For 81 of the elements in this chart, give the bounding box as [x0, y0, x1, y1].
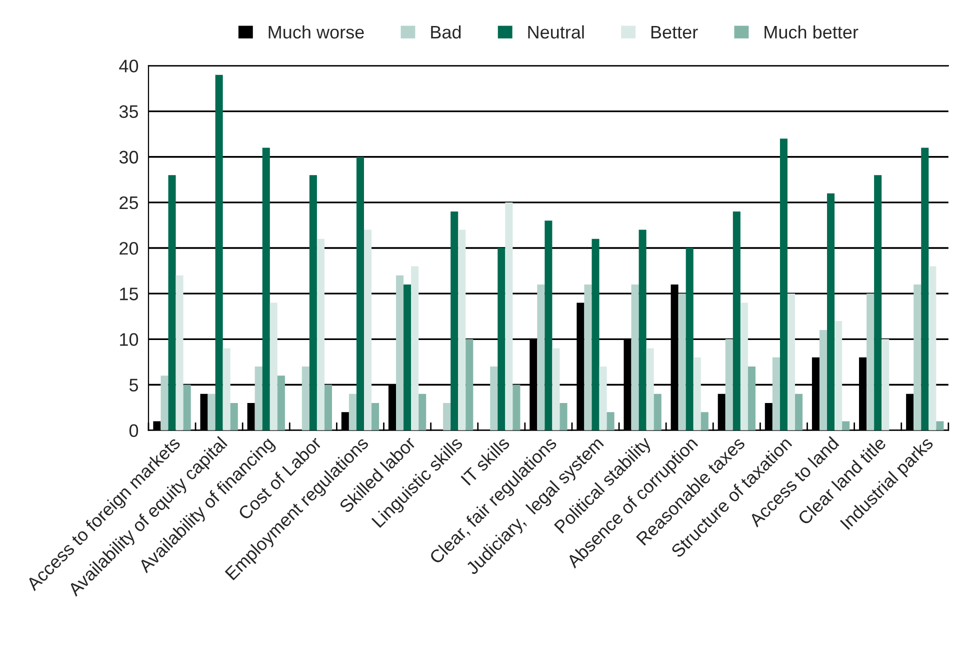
bar — [560, 402, 568, 430]
bar — [584, 284, 592, 430]
bar — [458, 230, 466, 430]
bar — [316, 238, 324, 430]
bar — [418, 394, 426, 430]
bar — [646, 348, 654, 430]
bar — [842, 421, 850, 430]
bar — [450, 212, 458, 430]
bar — [176, 275, 184, 430]
bar — [262, 148, 270, 430]
bar — [606, 412, 614, 430]
bar — [208, 394, 216, 430]
bar — [160, 376, 168, 430]
bar — [498, 248, 506, 430]
bar — [309, 175, 317, 430]
y-tick-label: 40 — [119, 60, 138, 72]
bar — [725, 339, 733, 430]
bar — [396, 275, 404, 430]
bar — [505, 202, 513, 430]
bar — [404, 284, 412, 430]
bar — [921, 148, 929, 430]
bar — [254, 366, 262, 430]
bar — [364, 230, 372, 430]
bar — [866, 294, 874, 430]
legend-label: Better — [651, 26, 698, 39]
y-tick-label: 5 — [129, 378, 138, 392]
bar — [230, 402, 238, 430]
bar — [599, 366, 607, 430]
bar — [537, 284, 545, 430]
bar — [222, 348, 230, 430]
y-tick-label: 30 — [119, 150, 138, 164]
y-tick-label: 20 — [120, 242, 138, 255]
bar — [740, 302, 748, 430]
bar — [372, 402, 380, 430]
bar — [654, 394, 662, 430]
bar — [732, 212, 740, 430]
y-tick-label: 0 — [129, 424, 138, 438]
bar — [795, 394, 803, 430]
bar — [638, 230, 646, 430]
bar — [834, 320, 842, 430]
bar — [466, 339, 474, 430]
bar — [215, 74, 223, 430]
bar — [277, 376, 285, 430]
bar — [411, 266, 419, 430]
bar — [183, 384, 191, 430]
bar — [512, 384, 520, 430]
bar — [544, 220, 552, 430]
bar — [443, 402, 451, 430]
bar — [490, 366, 498, 430]
legend-label: Neutral — [528, 25, 584, 39]
bar — [787, 294, 796, 430]
bar — [827, 193, 835, 430]
bar — [356, 156, 364, 430]
bar — [700, 412, 708, 430]
bar — [928, 266, 936, 430]
bar — [678, 294, 686, 430]
bar — [552, 348, 560, 430]
legend-label: Much better — [764, 25, 858, 39]
bar — [592, 238, 600, 430]
legend-label: Bad — [431, 25, 461, 39]
bar — [780, 138, 788, 430]
bar — [772, 357, 780, 430]
bar — [748, 366, 756, 430]
bar — [819, 330, 828, 430]
y-tick-label: 25 — [120, 196, 138, 210]
bar — [936, 421, 944, 430]
bar — [324, 384, 332, 430]
bar — [914, 284, 922, 430]
bar — [874, 175, 882, 430]
bar — [882, 339, 890, 430]
y-tick-label: 15 — [120, 288, 138, 300]
y-tick-label: 10 — [120, 333, 138, 346]
bar — [693, 357, 701, 430]
y-tick-label: 35 — [119, 105, 138, 118]
bar — [270, 302, 278, 430]
bar — [168, 175, 176, 430]
bar — [631, 284, 639, 430]
bar — [686, 248, 694, 430]
bar — [348, 394, 356, 430]
legend-label: Much worse — [268, 25, 364, 39]
bar — [302, 366, 310, 430]
